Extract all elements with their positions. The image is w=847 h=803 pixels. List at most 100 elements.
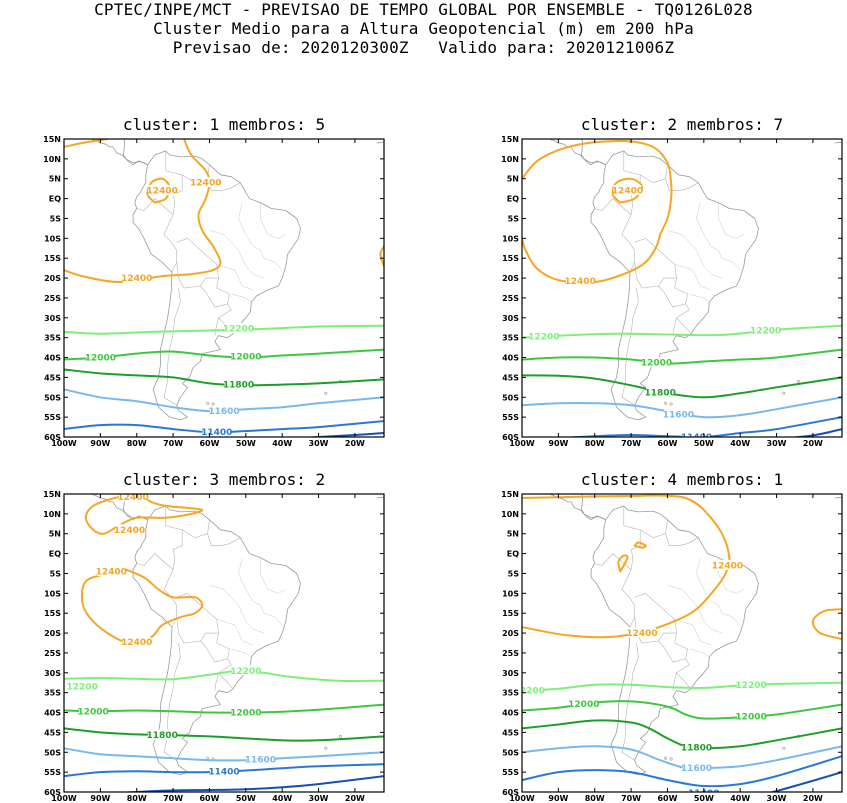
contour-label-text: 12200 — [514, 686, 545, 696]
lat-label: 25S — [502, 294, 519, 303]
contour-label-text: 12000 — [77, 707, 108, 717]
country-border — [207, 533, 241, 546]
island-dot — [206, 756, 210, 760]
state-border — [260, 557, 286, 594]
country-border — [640, 519, 668, 539]
contour-label-text: 11800 — [223, 381, 254, 391]
country-border — [658, 278, 688, 308]
lat-label: 20S — [502, 274, 519, 283]
contour-label-text: 12200 — [67, 683, 98, 693]
contour-label-text: 12000 — [230, 709, 261, 719]
island-dot — [669, 402, 673, 406]
contour-label-text: 12200 — [223, 325, 254, 335]
lon-label: 80W — [585, 439, 605, 448]
lat-label: 5N — [49, 530, 61, 539]
state-border — [263, 612, 283, 626]
country-border — [182, 519, 210, 539]
lat-label: 55S — [44, 413, 61, 422]
lat-label: 60S — [44, 788, 61, 797]
lat-label: 25S — [44, 649, 61, 658]
lat-label: 15S — [44, 609, 61, 618]
lon-label: 60W — [657, 794, 677, 803]
contour-label-text: 12400 — [626, 629, 657, 639]
contour-line — [64, 139, 222, 283]
contour-label-text: 11600 — [681, 764, 712, 774]
lat-label: 35S — [502, 334, 519, 343]
contour-label: 11600 — [663, 408, 694, 420]
country-border — [136, 198, 174, 215]
contour-label: 12400 — [612, 185, 643, 197]
coastline-south-america — [132, 150, 301, 421]
lat-label: 45S — [502, 373, 519, 382]
contour-label-text: 12200 — [230, 667, 261, 677]
lon-label: 50W — [694, 794, 714, 803]
contour-label: 11400 — [201, 426, 232, 437]
panel-title: cluster: 4 membros: 1 — [581, 470, 783, 489]
country-border — [200, 278, 230, 308]
contour-line — [611, 177, 644, 204]
contour-label-text: 12200 — [528, 332, 559, 342]
country-border — [672, 317, 677, 336]
lon-label: 100W — [51, 439, 77, 448]
lon-label: 30W — [309, 439, 329, 448]
lat-label: 55S — [502, 768, 519, 777]
country-border — [136, 553, 174, 570]
contour-label: 11400 — [208, 765, 240, 777]
map-body: 12400 12400 12200 12200 12000 12000 11800 11600… — [514, 494, 842, 792]
island-dot — [324, 746, 328, 750]
contour-label-text: 12000 — [230, 353, 261, 363]
island-outline — [834, 139, 842, 144]
contour-line — [522, 745, 842, 770]
country-border — [163, 214, 177, 273]
lat-label: 40S — [502, 354, 519, 363]
contour-label-text: 11800 — [681, 743, 712, 753]
lat-label: 15N — [43, 490, 61, 499]
lat-label: EQ — [507, 195, 519, 204]
island-outline — [376, 139, 384, 144]
contour-label: 11600 — [245, 753, 276, 765]
contour-line — [117, 775, 384, 792]
contour-line — [769, 771, 842, 792]
map-body: 12400 12400 12200 12200 12000 11800 11600 11400 — [522, 139, 842, 443]
state-border — [209, 585, 265, 634]
lat-label: EQ — [49, 195, 61, 204]
lon-label: 70W — [621, 439, 641, 448]
island-dot — [211, 402, 215, 406]
lat-label: 15S — [44, 254, 61, 263]
state-border — [718, 202, 744, 239]
state-border — [689, 648, 710, 658]
lon-label: 100W — [509, 794, 535, 803]
header-line-3: Previsao de: 2020120300Z Valido para: 20… — [172, 38, 675, 57]
lon-label: 50W — [236, 794, 256, 803]
contour-line — [64, 669, 384, 683]
map-frame — [63, 138, 385, 438]
contour-label-text: 11400 — [681, 433, 712, 443]
panel-title: cluster: 2 membros: 7 — [581, 115, 783, 134]
country-border — [163, 287, 181, 406]
map-panel-2: cluster: 2 membros: 7 12400 12400 12200 1220… — [501, 115, 843, 448]
lon-label: 20W — [345, 794, 365, 803]
lon-label: 40W — [272, 439, 292, 448]
island-dot — [782, 746, 786, 750]
contour-line — [64, 368, 384, 387]
contour-label: 11400 — [681, 431, 712, 443]
lat-label: 30S — [44, 314, 61, 323]
coastline-south-america — [590, 505, 759, 776]
lon-label: 90W — [548, 794, 568, 803]
lon-label: 90W — [548, 439, 568, 448]
country-border — [665, 178, 699, 191]
lon-label: 50W — [694, 439, 714, 448]
lon-label: 20W — [803, 794, 823, 803]
lon-label: 90W — [90, 439, 110, 448]
contour-label-text: 12400 — [121, 274, 152, 284]
contour-label: 12000 — [568, 698, 599, 710]
contour-label-text: 12400 — [612, 187, 643, 197]
contour-line — [64, 747, 384, 762]
lon-label: 30W — [767, 794, 787, 803]
map-panel-4: cluster: 4 membros: 1 12400 12400 12200 1220… — [501, 470, 843, 803]
country-border — [165, 150, 183, 215]
contour-label: 12000 — [230, 351, 261, 363]
lat-label: 35S — [502, 689, 519, 698]
lat-label: 20S — [44, 629, 61, 638]
lon-label: 60W — [199, 794, 219, 803]
